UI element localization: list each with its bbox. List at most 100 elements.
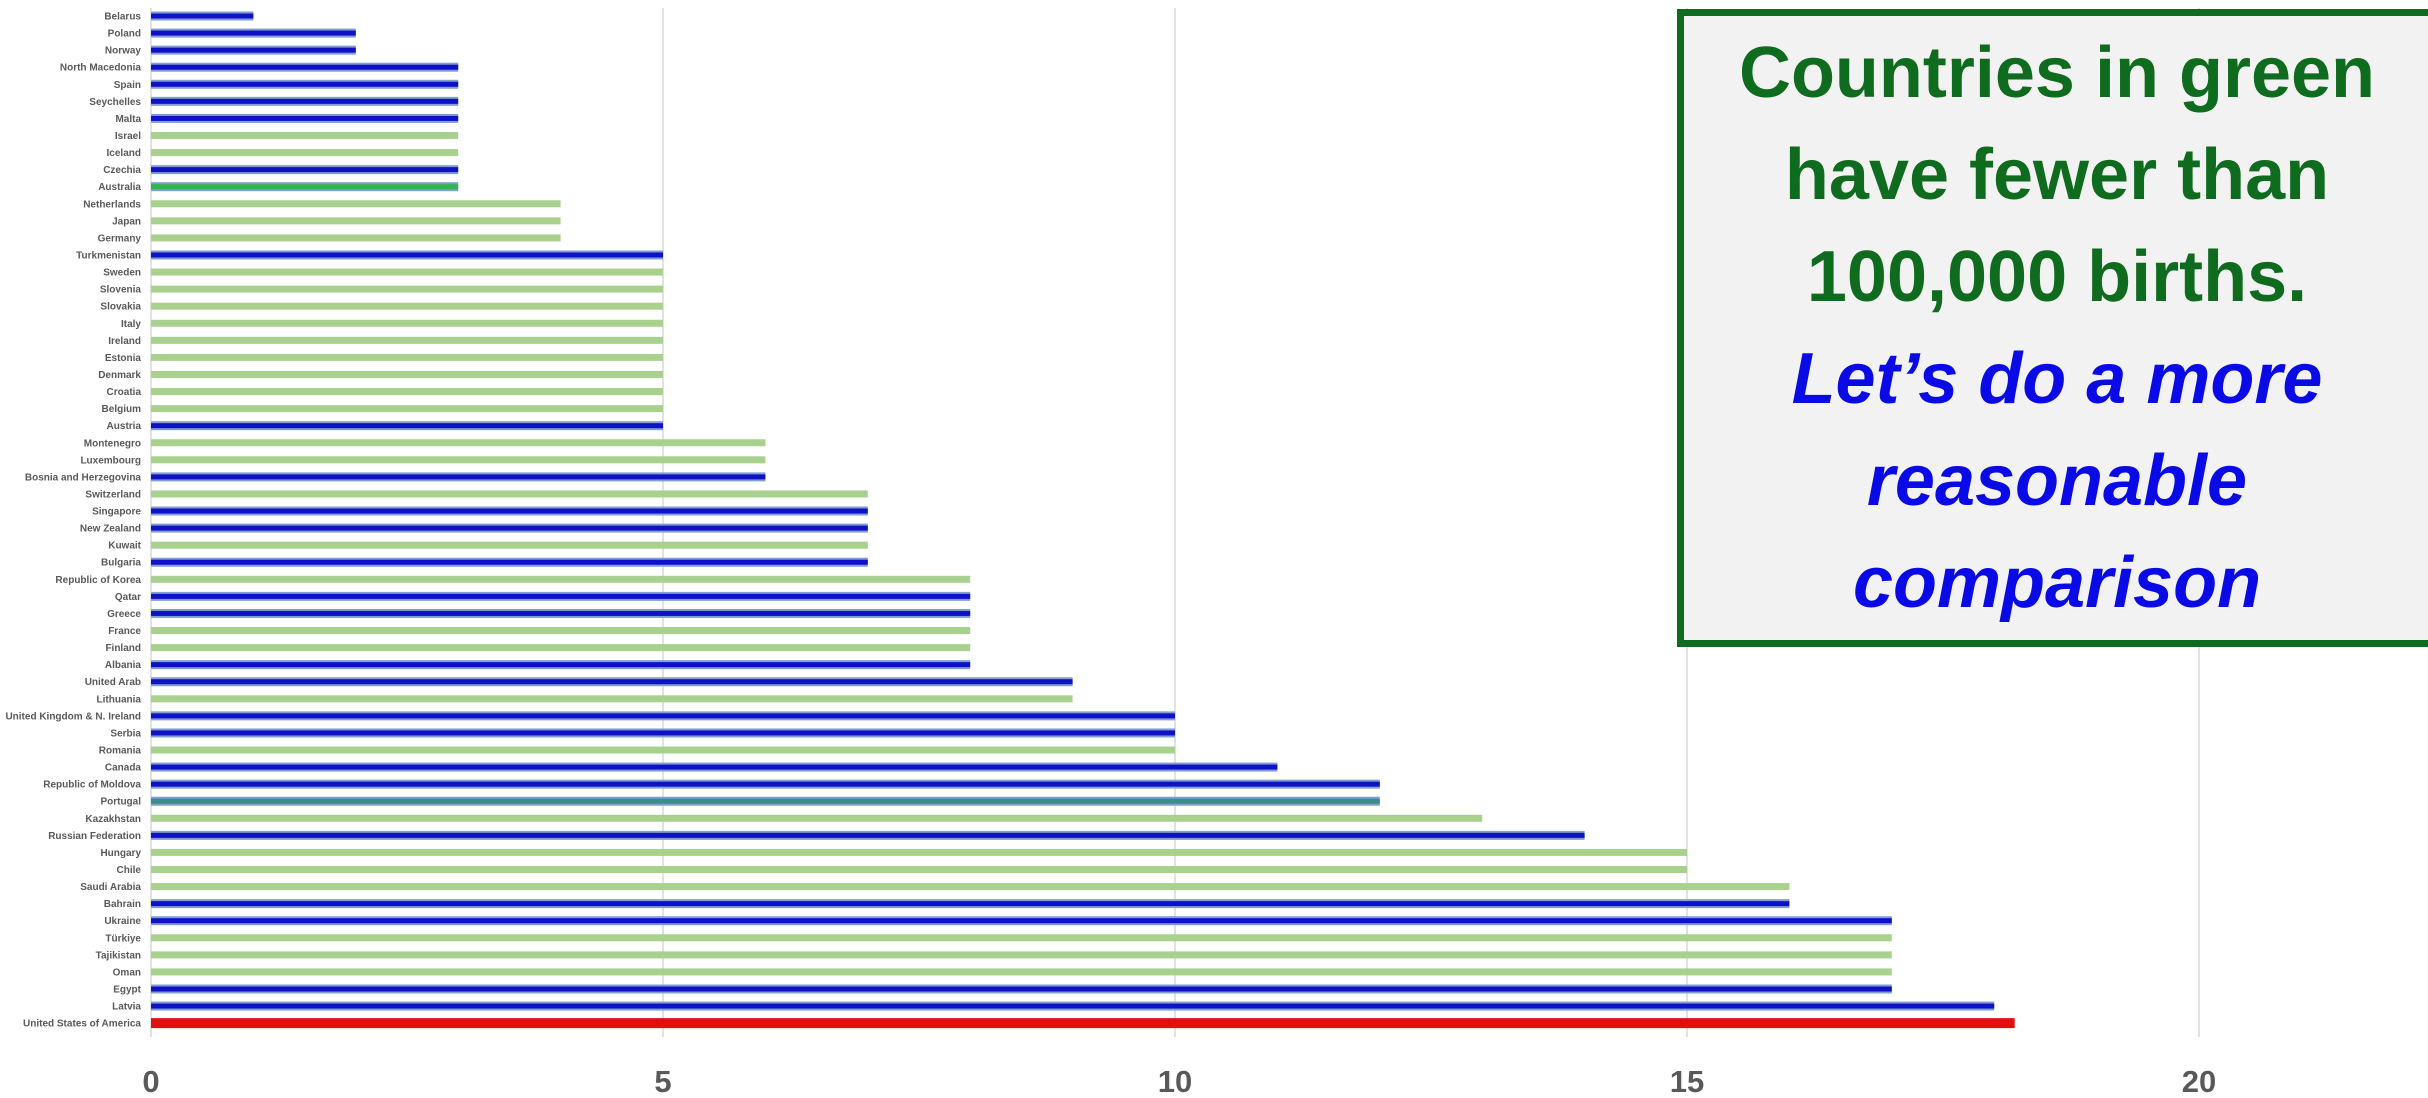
bar [151,627,971,635]
x-tick-label: 15 [1670,1064,1704,1098]
bar [151,131,459,139]
category-label: Turkmenistan [76,250,141,261]
category-label: Latvia [112,1002,141,1013]
callout-statement: Countries in green have fewer than 100,0… [1738,33,2376,317]
category-label: Republic of Korea [55,575,141,586]
bar [151,149,459,157]
bar [151,64,459,70]
bar [151,695,1073,703]
category-label: North Macedonia [60,63,142,74]
bar [151,302,663,310]
category-label: Serbia [110,728,141,739]
category-label: Bahrain [104,899,141,910]
category-label: Slovakia [100,302,141,313]
bar [151,951,1892,959]
bar [151,115,459,121]
category-label: Czechia [103,165,141,176]
category-label: Republic of Moldova [43,780,141,791]
bar [151,610,971,616]
bar [151,234,561,242]
category-label: United States of America [23,1019,141,1030]
x-tick-label: 10 [1158,1064,1192,1098]
bar [151,370,663,378]
category-label: Malta [115,114,141,125]
bar [151,968,1892,976]
bar [151,1003,1995,1009]
category-label: Spain [114,80,141,91]
bar [151,167,459,173]
category-label: France [108,626,141,637]
category-label: Israel [115,131,141,142]
bar [151,814,1483,822]
category-labels: Belarus Poland Norway North Macedonia Spain S… [5,12,141,1030]
bar [151,713,1175,719]
bar [151,593,971,599]
bar [151,388,663,396]
annotation-callout: Countries in green have fewer than 100,0… [1677,9,2428,647]
category-label: Chile [117,865,142,876]
category-label: Canada [105,763,142,774]
category-label: Ireland [108,336,141,347]
bar [151,901,1790,907]
category-label: Belgium [102,404,142,415]
category-label: Seychelles [89,97,141,108]
bar [151,883,1790,891]
category-label: Finland [105,643,141,654]
category-label: Sweden [103,268,141,279]
category-label: Australia [98,182,141,193]
x-axis-tick-labels: 0 5 10 15 20 [142,1064,2216,1098]
bar [151,81,459,87]
bar [151,644,971,652]
x-tick-label: 20 [2182,1064,2216,1098]
bar [151,353,663,361]
category-label: Germany [98,233,142,244]
bar-highlight [151,1018,2015,1029]
bar [151,336,663,344]
category-label: Netherlands [83,199,141,210]
bar [151,439,766,447]
bar [151,47,356,53]
bar [151,423,663,429]
category-label: Albania [105,660,142,671]
bar [151,285,663,293]
category-label: Lithuania [97,694,142,705]
category-label: Montenegro [84,438,141,449]
bar [151,268,663,276]
category-label: Portugal [100,797,141,808]
bar [151,541,868,549]
category-label: Russian Federation [48,831,141,842]
category-label: United Kingdom & N. Ireland [5,711,141,722]
category-label: Iceland [107,148,141,159]
category-label: Kazakhstan [85,814,141,825]
category-label: Bulgaria [101,558,141,569]
bar [151,508,868,514]
category-label: Kuwait [108,541,141,552]
bar [151,986,1892,992]
category-label: Qatar [115,592,141,603]
category-label: Slovenia [100,285,142,296]
bar [151,662,971,668]
category-label: Oman [113,967,141,978]
category-label: Norway [105,46,142,57]
bar [151,200,561,208]
bar [151,98,459,104]
bar [151,679,1073,685]
category-label: Italy [121,319,141,330]
bar [151,798,1380,804]
category-label: Greece [107,609,141,620]
category-label: Türkiye [105,933,141,944]
bar [151,217,561,225]
x-tick-label: 5 [654,1064,671,1098]
bar [151,456,766,464]
category-label: New Zealand [80,524,141,535]
category-label: Romania [99,746,142,757]
bar [151,746,1175,754]
x-tick-label: 0 [142,1064,159,1098]
category-label: United Arab [85,677,141,688]
bar [151,559,868,565]
category-label: Hungary [100,848,141,859]
bar [151,490,868,498]
category-label: Ukraine [104,916,141,927]
category-label: Denmark [98,370,141,381]
